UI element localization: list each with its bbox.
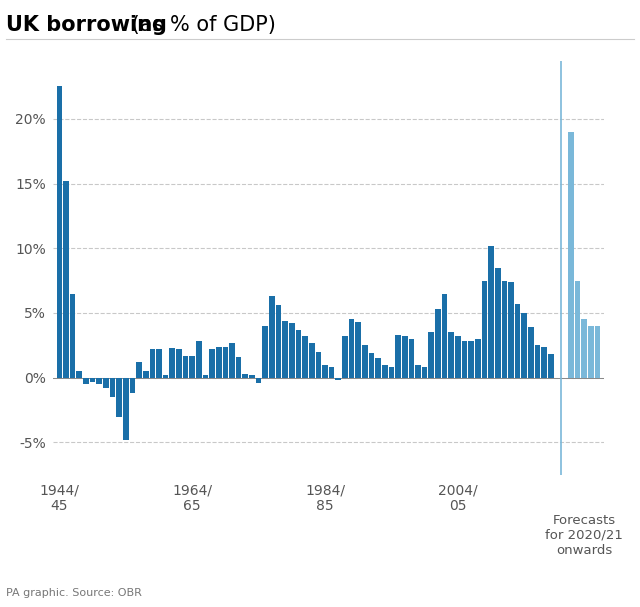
Bar [56, 86, 62, 378]
Bar [182, 356, 188, 378]
Bar [302, 336, 308, 378]
Bar [196, 342, 202, 378]
Bar [176, 349, 182, 378]
Bar [422, 367, 428, 378]
Bar [575, 280, 580, 378]
Bar [276, 305, 282, 378]
Bar [109, 378, 115, 397]
Bar [568, 132, 573, 378]
Bar [435, 309, 441, 378]
Bar [123, 378, 129, 440]
Bar [408, 339, 414, 378]
Bar [388, 367, 394, 378]
Bar [362, 345, 368, 378]
Bar [329, 367, 335, 378]
Bar [216, 347, 221, 378]
Bar [515, 304, 520, 378]
Bar [97, 378, 102, 384]
Bar [262, 326, 268, 378]
Bar [223, 347, 228, 378]
Bar [129, 378, 135, 393]
Bar [83, 378, 89, 384]
Bar [163, 375, 168, 378]
Bar [482, 280, 487, 378]
Bar [502, 280, 507, 378]
Text: Forecasts
for 2020/21
onwards: Forecasts for 2020/21 onwards [545, 514, 623, 557]
Bar [455, 336, 461, 378]
Bar [588, 326, 593, 378]
Bar [90, 378, 95, 382]
Bar [229, 343, 235, 378]
Bar [548, 354, 554, 378]
Bar [170, 348, 175, 378]
Bar [468, 342, 474, 378]
Bar [475, 339, 481, 378]
Bar [349, 319, 355, 378]
Bar [209, 349, 215, 378]
Bar [63, 181, 69, 378]
Bar [189, 356, 195, 378]
Bar [203, 375, 208, 378]
Bar [541, 347, 547, 378]
Bar [236, 357, 241, 378]
Bar [296, 330, 301, 378]
Text: (as % of GDP): (as % of GDP) [125, 15, 276, 35]
Bar [495, 268, 500, 378]
Bar [70, 294, 76, 378]
Bar [581, 319, 587, 378]
Bar [382, 365, 388, 378]
Bar [449, 333, 454, 378]
Bar [316, 352, 321, 378]
Bar [143, 371, 148, 378]
Bar [402, 336, 408, 378]
Bar [461, 342, 467, 378]
Bar [428, 333, 434, 378]
Bar [249, 375, 255, 378]
Bar [103, 378, 109, 388]
Bar [335, 378, 341, 381]
Bar [136, 362, 142, 378]
Bar [369, 353, 374, 378]
Bar [342, 336, 348, 378]
Bar [256, 378, 261, 383]
Bar [535, 345, 540, 378]
Bar [116, 378, 122, 416]
Bar [309, 343, 314, 378]
Bar [269, 296, 275, 378]
Bar [282, 320, 288, 378]
Bar [322, 365, 328, 378]
Bar [595, 326, 600, 378]
Bar [528, 327, 534, 378]
Text: PA graphic. Source: OBR: PA graphic. Source: OBR [6, 588, 142, 598]
Text: UK borrowing: UK borrowing [6, 15, 167, 35]
Bar [375, 358, 381, 378]
Bar [488, 246, 494, 378]
Bar [355, 322, 361, 378]
Bar [396, 335, 401, 378]
Bar [415, 365, 421, 378]
Bar [508, 282, 514, 378]
Bar [76, 371, 82, 378]
Bar [522, 313, 527, 378]
Bar [442, 294, 447, 378]
Bar [156, 349, 162, 378]
Bar [243, 374, 248, 378]
Bar [150, 349, 155, 378]
Bar [289, 324, 294, 378]
